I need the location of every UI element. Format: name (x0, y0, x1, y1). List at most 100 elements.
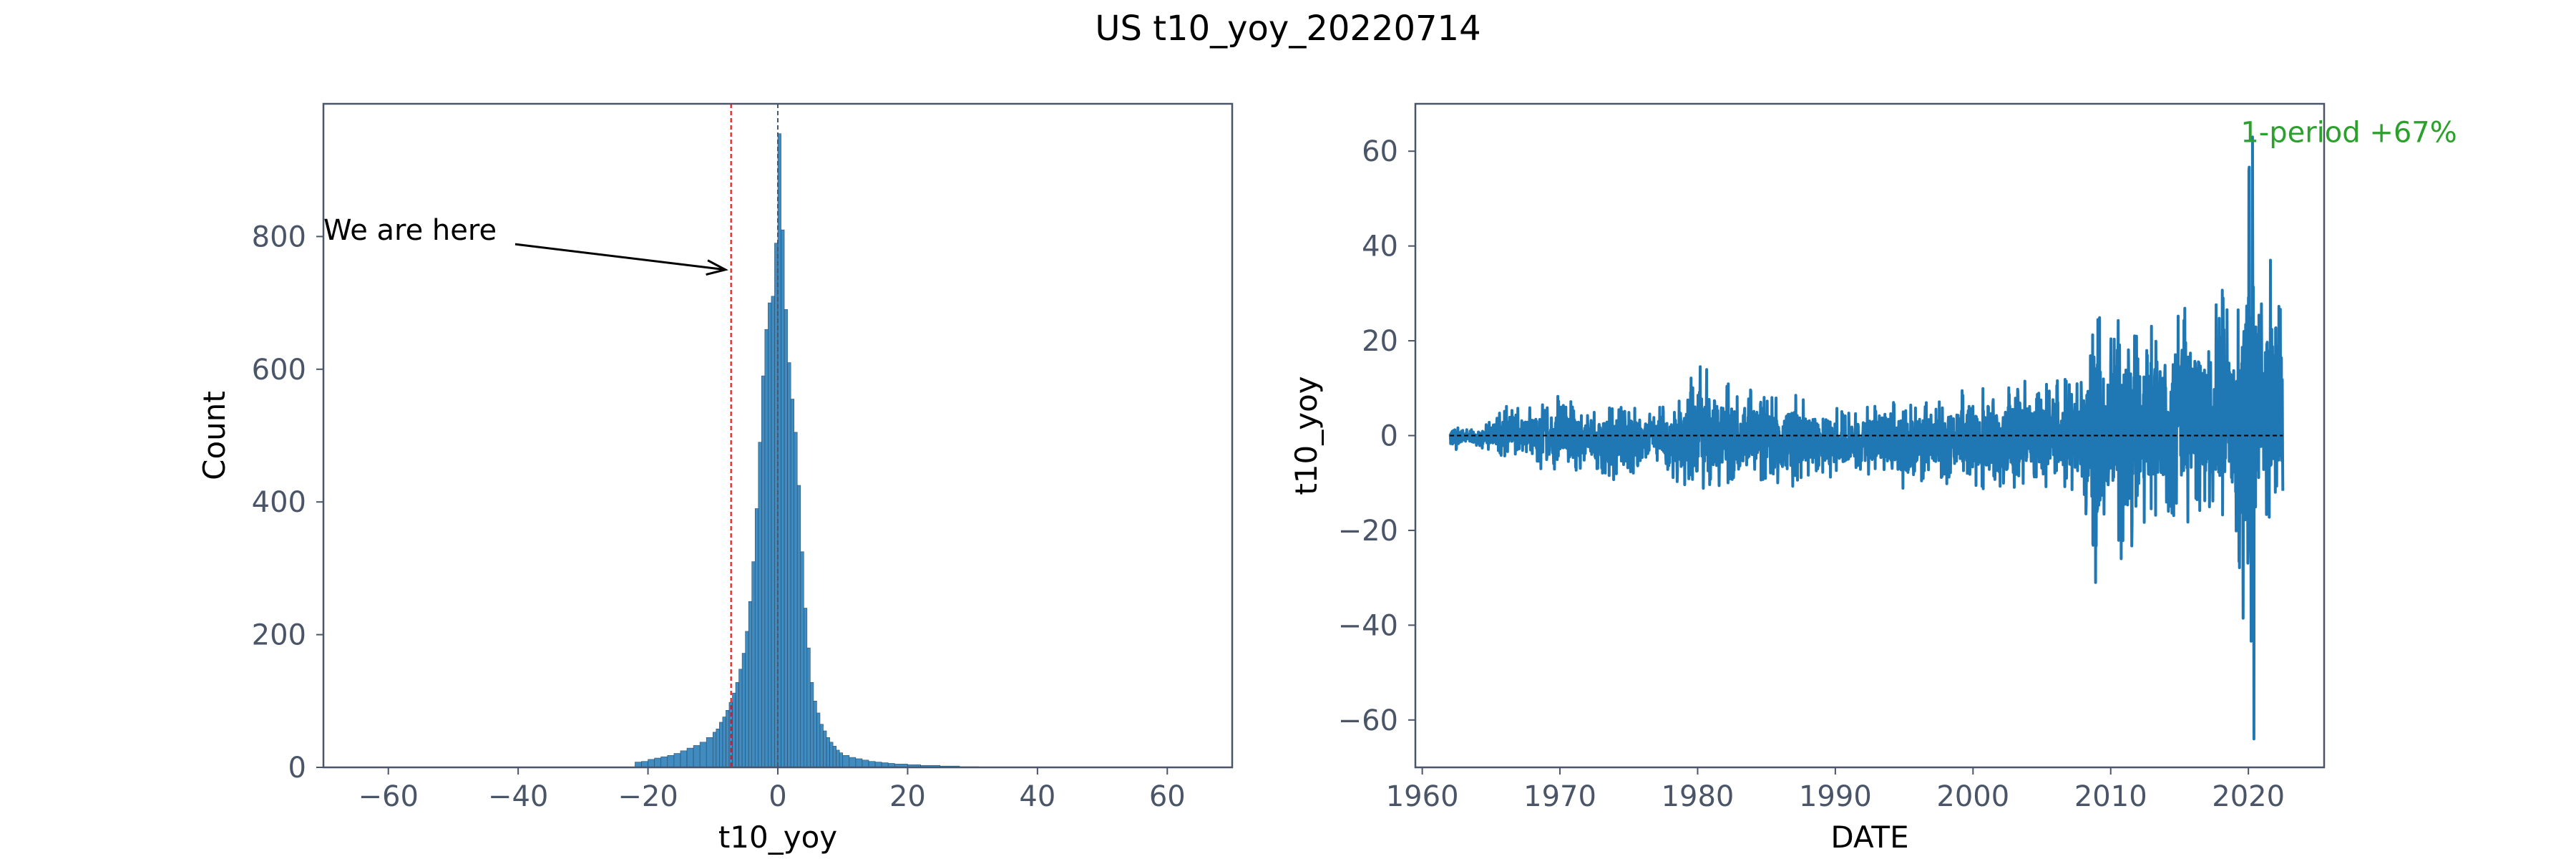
histogram-bar (862, 759, 869, 768)
histogram-bar (726, 709, 730, 768)
histogram-bar (832, 746, 836, 768)
histogram-bar (745, 631, 749, 768)
histogram-bar (784, 309, 788, 768)
histogram-bar (741, 653, 746, 768)
histogram-bar (764, 329, 769, 768)
one-period-change-annotation: 1-period +67% (2240, 117, 2457, 150)
histogram-bar (686, 747, 694, 768)
timeseries-y-tick-label: 40 (1362, 230, 1398, 263)
timeseries-x-tick-label: 2020 (2212, 780, 2285, 813)
histogram-bar (810, 682, 814, 768)
histogram-x-tick-label: 60 (1149, 780, 1186, 813)
histogram-bar (796, 485, 801, 768)
histogram-reference-lines (730, 104, 779, 767)
histogram-bar (758, 442, 762, 768)
histogram-y-tick-label: 0 (288, 752, 306, 785)
histogram-y-tick-label: 200 (252, 619, 306, 652)
we-are-here-annotation: We are here (323, 214, 497, 247)
histogram-bar (641, 761, 648, 768)
timeseries-x-tick-label: 2000 (1936, 780, 2009, 813)
histogram-bar (706, 737, 713, 768)
histogram-bar (716, 728, 720, 768)
timeseries-x-tick-label: 2010 (2074, 780, 2147, 813)
timeseries-line (1448, 135, 2285, 741)
histogram-bar (829, 742, 834, 768)
histogram-bar (790, 399, 794, 768)
histogram-bar (806, 647, 811, 768)
timeseries-x-tick-label: 1960 (1386, 780, 1459, 813)
histogram-bar (761, 375, 766, 768)
histogram-y-tick-label: 800 (252, 220, 306, 253)
histogram-bar (735, 682, 739, 768)
histogram-x-tick-label: −40 (488, 780, 548, 813)
timeseries-x-tick-label: 1980 (1662, 780, 1735, 813)
histogram-bar (732, 692, 736, 768)
histogram-bar (660, 756, 668, 768)
histogram-bar (787, 362, 791, 768)
we-are-here-arrow (514, 243, 728, 276)
histogram-x-tick-label: −20 (618, 780, 678, 813)
histogram-bar (722, 717, 726, 768)
histogram-bar (836, 749, 840, 768)
timeseries-x-tick-label: 1970 (1523, 780, 1596, 813)
histogram-bar (800, 551, 804, 768)
histogram-bar (751, 561, 756, 768)
timeseries-y-ticks: −60 −40 −20 0 20 40 60 (1338, 135, 1415, 737)
histogram-bar (855, 758, 863, 768)
histogram-x-tick-label: 0 (769, 780, 786, 813)
histogram-bar (648, 759, 655, 768)
histogram-bar (781, 229, 785, 768)
histogram-panel: −60 −40 −20 0 20 40 60 0 200 400 600 800 t10_yoy C… (197, 102, 1234, 855)
histogram-bar (816, 712, 821, 768)
arrow-head (706, 259, 728, 276)
histogram-bar (654, 757, 662, 768)
histogram-bar (673, 753, 681, 768)
timeseries-y-tick-label: −60 (1338, 704, 1398, 737)
histogram-bar (712, 732, 717, 768)
timeseries-x-tick-label: 1990 (1799, 780, 1872, 813)
histogram-bar (667, 755, 675, 768)
histogram-frame (322, 102, 1234, 769)
histogram-x-axis-label: t10_yoy (718, 820, 837, 855)
histogram-y-tick-label: 600 (252, 354, 306, 387)
histogram-bar (719, 722, 723, 768)
histogram-bar (813, 700, 817, 768)
timeseries-x-axis-label: DATE (1830, 820, 1908, 855)
timeseries-y-tick-label: 60 (1362, 135, 1398, 168)
histogram-x-ticks: −60 −40 −20 0 20 40 60 (358, 767, 1186, 813)
timeseries-series-line (1448, 135, 2285, 741)
histogram-bar (819, 724, 824, 768)
histogram-bar (771, 296, 775, 768)
histogram-bar (768, 302, 772, 768)
histogram-bar (842, 755, 850, 768)
histogram-x-tick-label: −60 (358, 780, 419, 813)
histogram-bar (868, 761, 876, 768)
histogram-bar (849, 757, 857, 768)
histogram-bar (803, 608, 808, 768)
histogram-bar (754, 508, 759, 768)
timeseries-y-tick-label: 0 (1380, 420, 1398, 453)
histogram-bar (748, 601, 753, 768)
histogram-bar (826, 737, 830, 768)
timeseries-frame (1414, 102, 2326, 769)
histogram-x-tick-label: 20 (889, 780, 926, 813)
figure-suptitle: US t10_yoy_20220714 (1095, 9, 1480, 49)
histogram-y-axis-label: Count (197, 391, 232, 480)
histogram-bar (699, 742, 707, 768)
timeseries-x-ticks: 1960 1970 1980 1990 2000 2010 2020 (1386, 767, 2285, 813)
timeseries-y-tick-label: −40 (1338, 609, 1398, 642)
histogram-bar (794, 432, 798, 768)
histogram-x-tick-label: 40 (1019, 780, 1055, 813)
timeseries-panel: 1960 1970 1980 1990 2000 2010 2020 −60 −40 −20 0 2… (1289, 102, 2457, 855)
histogram-bar (680, 750, 688, 768)
histogram-bar (693, 745, 701, 768)
histogram-y-tick-label: 400 (252, 486, 306, 519)
timeseries-y-tick-label: −20 (1338, 515, 1398, 548)
histogram-bar (839, 752, 844, 768)
histogram-bar (823, 730, 827, 768)
histogram-y-ticks: 0 200 400 600 800 (252, 220, 323, 785)
timeseries-y-tick-label: 20 (1362, 325, 1398, 358)
timeseries-y-axis-label: t10_yoy (1289, 376, 1324, 495)
histogram-bars (635, 133, 980, 768)
